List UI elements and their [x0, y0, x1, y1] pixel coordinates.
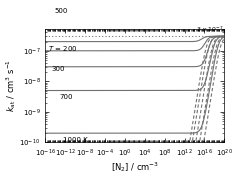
Text: $3\times10^{-7}$: $3\times10^{-7}$ — [196, 25, 224, 34]
Text: 500: 500 — [55, 8, 68, 14]
Text: 1000 K: 1000 K — [63, 137, 87, 143]
X-axis label: [N$_2$] / cm$^{-3}$: [N$_2$] / cm$^{-3}$ — [111, 160, 159, 174]
Y-axis label: $k_{\rm at}$ / cm$^3$ s$^{-1}$: $k_{\rm at}$ / cm$^3$ s$^{-1}$ — [4, 59, 18, 112]
Text: 700: 700 — [59, 94, 73, 100]
Text: 300: 300 — [52, 66, 65, 72]
Text: $T$ = 200: $T$ = 200 — [48, 44, 78, 53]
